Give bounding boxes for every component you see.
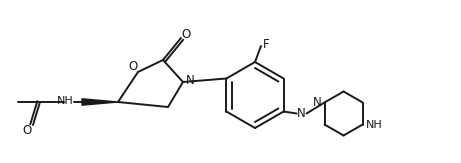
Text: N: N bbox=[313, 96, 322, 109]
Text: NH: NH bbox=[366, 119, 383, 129]
Text: F: F bbox=[263, 37, 269, 51]
Text: NH: NH bbox=[57, 96, 73, 106]
Polygon shape bbox=[82, 99, 118, 105]
Text: N: N bbox=[186, 74, 195, 87]
Text: O: O bbox=[23, 124, 32, 136]
Text: N: N bbox=[297, 107, 306, 120]
Text: O: O bbox=[181, 29, 191, 42]
Text: O: O bbox=[128, 60, 138, 74]
